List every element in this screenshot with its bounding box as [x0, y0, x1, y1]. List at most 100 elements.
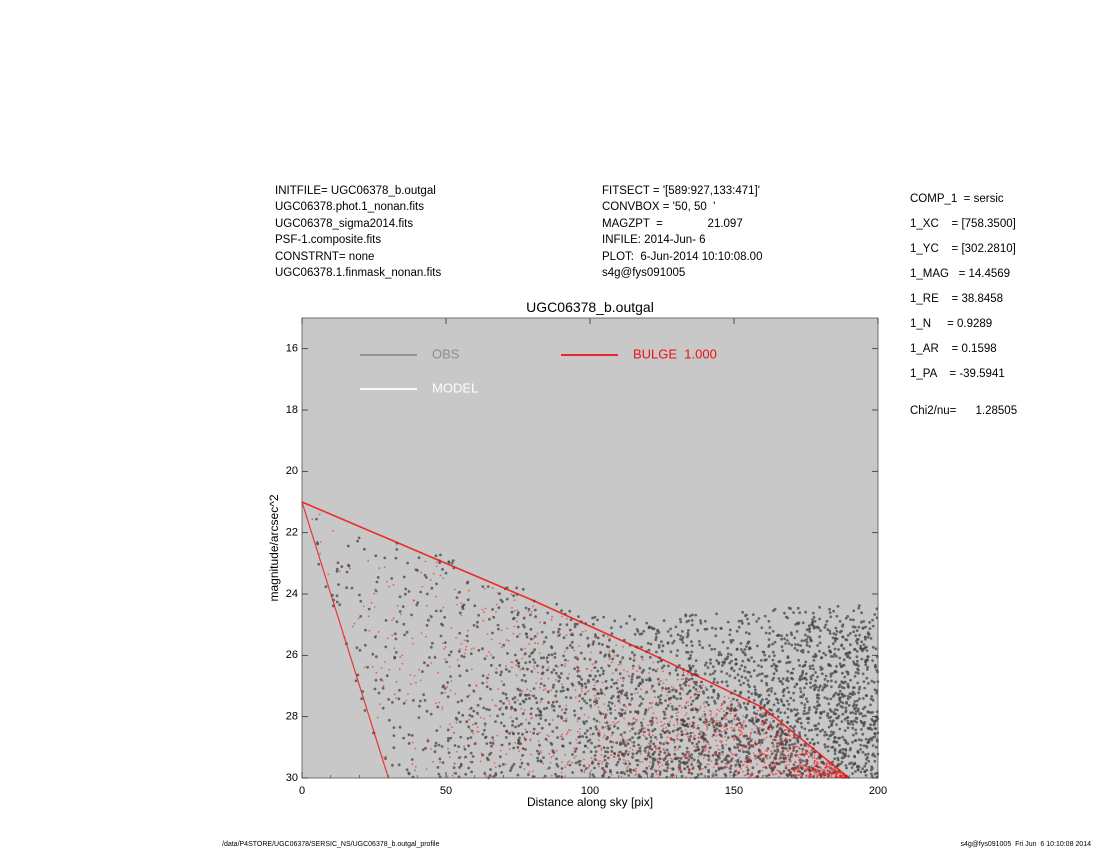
bulge-point — [675, 712, 678, 715]
bulge-point — [644, 692, 647, 695]
obs-point — [846, 671, 850, 674]
obs-point — [544, 636, 548, 639]
bulge-point — [627, 765, 630, 768]
obs-point — [544, 737, 548, 741]
bulge-point — [685, 702, 688, 705]
obs-point — [833, 647, 837, 651]
bulge-point — [663, 749, 665, 752]
obs-point — [828, 632, 832, 635]
bulge-point — [598, 739, 600, 742]
obs-point — [701, 646, 704, 650]
bulge-point — [776, 732, 778, 735]
obs-point — [730, 719, 733, 723]
obs-point — [845, 766, 848, 770]
obs-point — [700, 772, 703, 776]
bulge-point — [599, 760, 601, 762]
bulge-point — [674, 729, 676, 732]
bulge-point — [830, 770, 833, 773]
bulge-point — [738, 726, 741, 729]
obs-point — [620, 708, 624, 712]
obs-point — [551, 730, 555, 733]
obs-point — [800, 639, 804, 643]
bulge-point — [729, 759, 732, 762]
obs-point — [856, 681, 860, 685]
bulge-point — [737, 723, 739, 725]
obs-point — [714, 627, 718, 631]
obs-point — [515, 717, 518, 720]
obs-point — [612, 682, 616, 685]
bulge-point — [813, 757, 816, 759]
obs-point — [831, 760, 834, 764]
obs-point — [780, 760, 784, 764]
bulge-point — [576, 742, 579, 744]
obs-point — [439, 634, 443, 638]
bulge-point — [391, 634, 394, 637]
bulge-point — [598, 697, 600, 700]
bulge-point — [490, 638, 493, 641]
bulge-point — [670, 737, 672, 739]
obs-point — [875, 607, 879, 611]
bulge-point — [591, 760, 594, 762]
obs-point — [585, 701, 588, 705]
obs-point — [466, 695, 470, 698]
bulge-point — [699, 708, 701, 710]
bulge-point — [712, 717, 715, 719]
bulge-point — [689, 677, 692, 680]
bulge-point — [414, 747, 417, 750]
bulge-point — [670, 757, 673, 760]
bulge-point — [779, 754, 782, 757]
obs-point — [494, 720, 497, 723]
bulge-point — [722, 700, 725, 703]
obs-point — [594, 750, 598, 753]
bulge-point — [545, 659, 548, 662]
obs-point — [763, 658, 767, 662]
obs-point — [568, 644, 572, 647]
obs-point — [630, 680, 633, 684]
bulge-point — [759, 740, 762, 743]
bulge-point — [802, 764, 805, 767]
obs-point — [818, 649, 821, 653]
bulge-point — [662, 724, 664, 727]
obs-point — [747, 737, 751, 740]
obs-point — [392, 746, 396, 750]
bulge-point — [534, 642, 537, 645]
obs-point — [505, 696, 509, 700]
obs-point — [834, 670, 838, 674]
bulge-point — [814, 767, 816, 770]
obs-point — [820, 672, 824, 676]
obs-point — [806, 635, 810, 638]
bulge-point — [641, 760, 644, 763]
bulge-point — [660, 725, 663, 727]
obs-point — [419, 590, 423, 594]
bulge-point — [756, 763, 758, 766]
bulge-point — [493, 762, 496, 764]
bulge-point — [736, 705, 739, 707]
bulge-point — [439, 574, 442, 577]
obs-point — [566, 687, 569, 691]
bulge-point — [823, 772, 825, 775]
obs-point — [812, 684, 815, 688]
bulge-point — [769, 754, 772, 757]
obs-point — [757, 617, 761, 620]
bulge-point — [695, 748, 698, 751]
obs-point — [337, 583, 340, 586]
obs-point — [530, 670, 534, 673]
obs-point — [823, 678, 827, 681]
bulge-point — [721, 753, 724, 756]
obs-point — [833, 652, 836, 656]
obs-point — [709, 658, 712, 662]
obs-point — [498, 707, 502, 711]
bulge-point — [657, 763, 660, 766]
obs-point — [696, 759, 700, 763]
bulge-point — [814, 752, 816, 754]
obs-point — [848, 695, 852, 699]
bulge-point — [581, 630, 584, 633]
bulge-point — [677, 769, 680, 772]
bulge-point — [740, 729, 743, 732]
obs-point — [853, 674, 857, 678]
obs-point — [407, 733, 411, 737]
bulge-point — [579, 732, 582, 735]
obs-point — [856, 707, 860, 711]
obs-point — [676, 756, 680, 760]
bulge-point — [670, 738, 673, 741]
